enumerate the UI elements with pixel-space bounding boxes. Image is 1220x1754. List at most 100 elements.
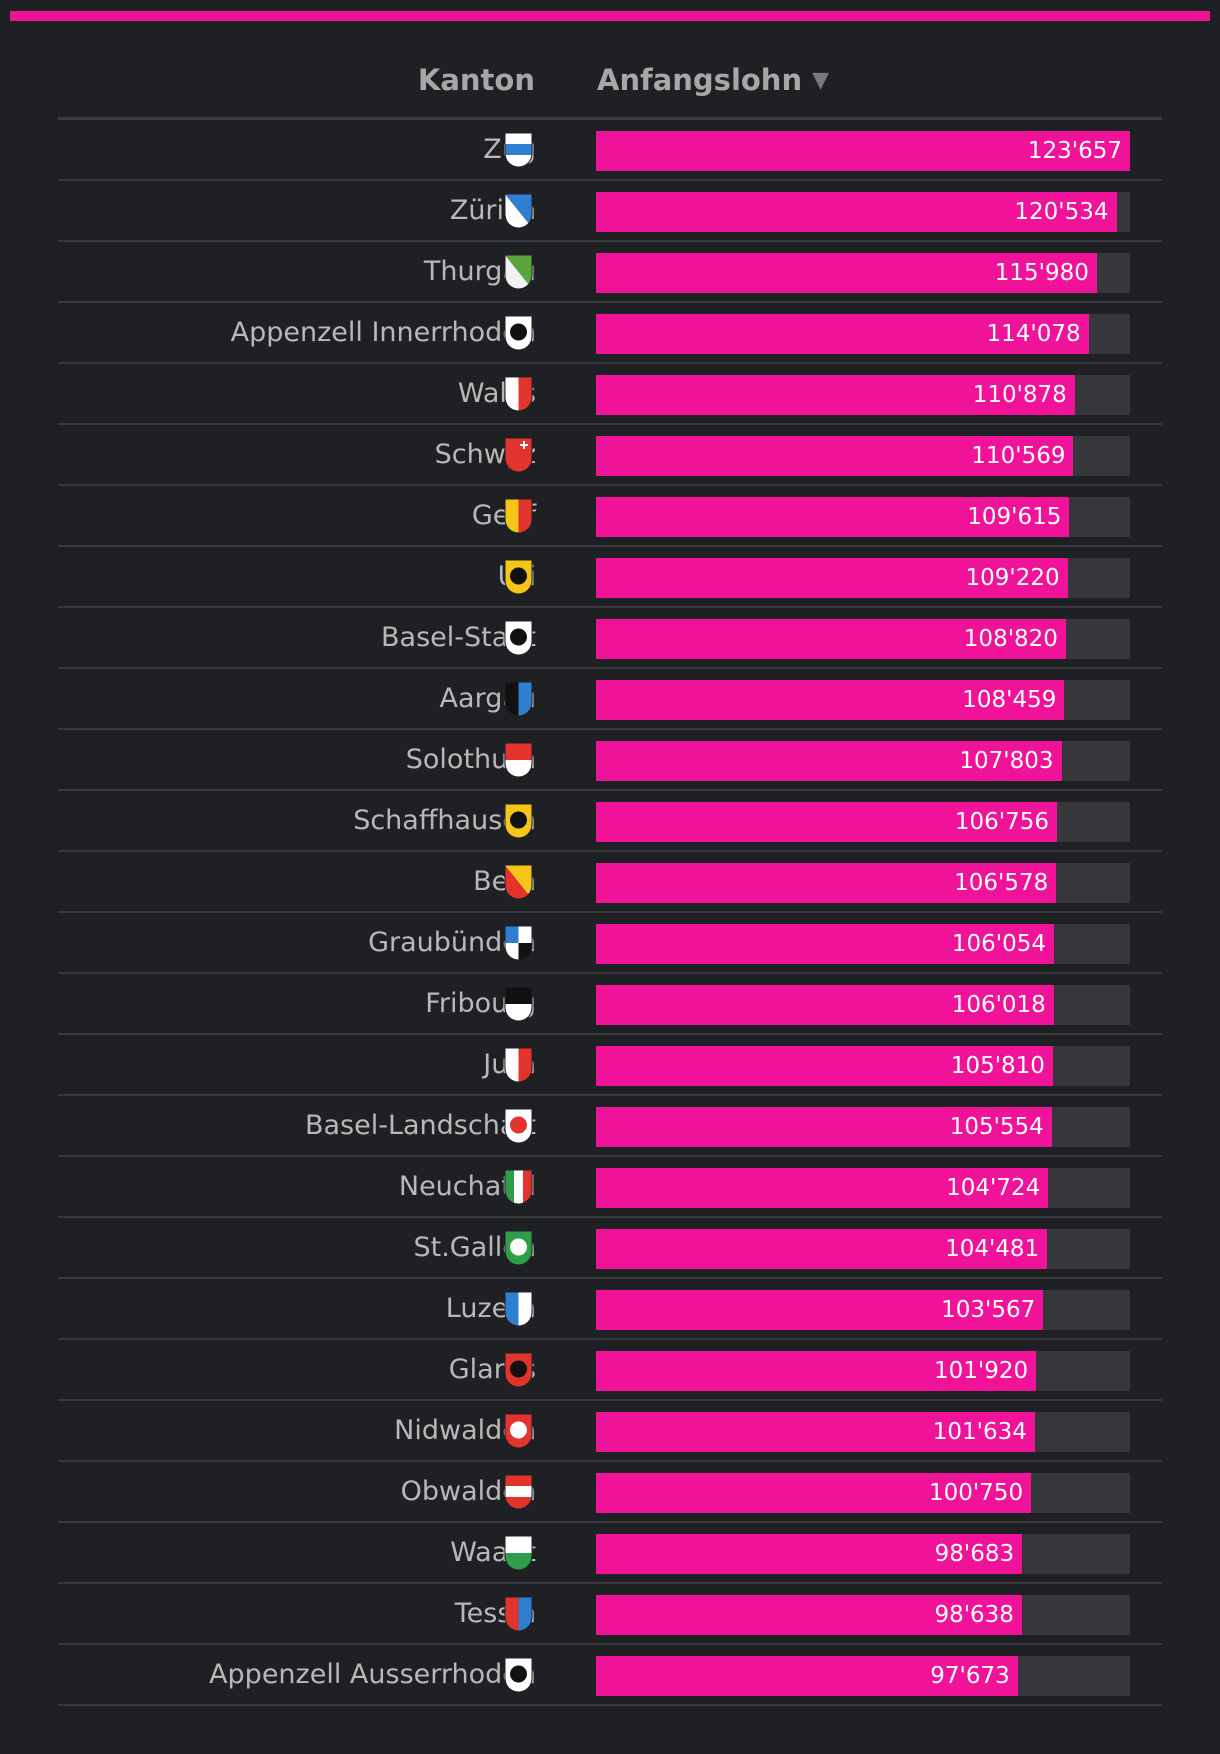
schwyz-shield-icon: [504, 437, 533, 473]
table-row: Schwyz 110'569: [58, 425, 1162, 486]
bar-track: 101'920: [596, 1351, 1130, 1391]
fribourg-shield-icon: [504, 986, 533, 1022]
table-row: Nidwalden 101'634: [58, 1401, 1162, 1462]
obwalden-shield-icon: [504, 1474, 533, 1510]
salary-value-label: 109'615: [967, 504, 1062, 530]
bar-track: 106'054: [596, 924, 1130, 964]
bar-track: 108'820: [596, 619, 1130, 659]
bar-track: 107'803: [596, 741, 1130, 781]
salary-value-label: 105'810: [950, 1053, 1045, 1079]
st-gallen-shield-icon: [504, 1230, 533, 1266]
salary-bar: 110'878: [596, 375, 1075, 415]
salary-bar: 105'810: [596, 1046, 1053, 1086]
salary-bar: 123'657: [596, 131, 1130, 171]
salary-bar: 110'569: [596, 436, 1074, 476]
salary-bar: 109'220: [596, 558, 1068, 598]
bar-track: 110'878: [596, 375, 1130, 415]
bar-track: 105'554: [596, 1107, 1130, 1147]
bar-track: 97'673: [596, 1656, 1130, 1696]
salary-value-label: 101'920: [934, 1358, 1029, 1384]
salary-bar: 97'673: [596, 1656, 1018, 1696]
table-row: Graubünden 106'054: [58, 913, 1162, 974]
basel-landschaft-shield-icon: [504, 1108, 533, 1144]
salary-bar: 103'567: [596, 1290, 1044, 1330]
salary-value-label: 110'569: [971, 443, 1066, 469]
bar-track: 100'750: [596, 1473, 1130, 1513]
salary-bar: 98'683: [596, 1534, 1023, 1574]
neuchatel-shield-icon: [504, 1169, 533, 1205]
nidwalden-shield-icon: [504, 1413, 533, 1449]
bar-track: 109'220: [596, 558, 1130, 598]
salary-value-label: 114'078: [986, 321, 1081, 347]
column-header-anfangslohn[interactable]: Anfangslohn ▼: [597, 63, 829, 97]
salary-value-label: 106'018: [951, 992, 1046, 1018]
bar-track: 109'615: [596, 497, 1130, 537]
salary-value-label: 120'534: [1014, 199, 1109, 225]
uri-shield-icon: [504, 559, 533, 595]
appenzell-ausserrhoden-shield-icon: [504, 1657, 533, 1693]
bar-track: 120'534: [596, 192, 1130, 232]
table-body: Zug123'657Zürich120'534Thurgau115'980App…: [58, 120, 1162, 1706]
salary-bar: 114'078: [596, 314, 1089, 354]
table-row: Obwalden 100'750: [58, 1462, 1162, 1523]
table-row: Appenzell Innerrhoden 114'078: [58, 303, 1162, 364]
bar-track: 110'569: [596, 436, 1130, 476]
salary-value-label: 101'634: [932, 1419, 1027, 1445]
kanton-name: Appenzell Ausserrhoden: [209, 1659, 536, 1690]
salary-value-label: 123'657: [1027, 138, 1122, 164]
jura-shield-icon: [504, 1047, 533, 1083]
luzern-shield-icon: [504, 1291, 533, 1327]
table-row: Waadt 98'683: [58, 1523, 1162, 1584]
table-row: Tessin 98'638: [58, 1584, 1162, 1645]
bar-track: 98'683: [596, 1534, 1130, 1574]
bar-track: 106'578: [596, 863, 1130, 903]
table-row: St.Gallen 104'481: [58, 1218, 1162, 1279]
tessin-shield-icon: [504, 1596, 533, 1632]
salary-value-label: 98'683: [934, 1541, 1015, 1567]
zurich-shield-icon: [504, 193, 533, 229]
bar-track: 115'980: [596, 253, 1130, 293]
salary-bar: 115'980: [596, 253, 1097, 293]
table-row: Bern 106'578: [58, 852, 1162, 913]
basel-stadt-shield-icon: [504, 620, 533, 656]
solothurn-shield-icon: [504, 742, 533, 778]
bar-track: 108'459: [596, 680, 1130, 720]
salary-value-label: 109'220: [965, 565, 1060, 591]
bar-track: 106'018: [596, 985, 1130, 1025]
table-row: Solothurn 107'803: [58, 730, 1162, 791]
table-row: Genf 109'615: [58, 486, 1162, 547]
table-row: Aargau 108'459: [58, 669, 1162, 730]
column-header-kanton[interactable]: Kanton: [417, 63, 535, 97]
bar-track: 114'078: [596, 314, 1130, 354]
graubuenden-shield-icon: [504, 925, 533, 961]
salary-table: Kanton Anfangslohn ▼ Zug123'657Zürich120'…: [58, 45, 1162, 1706]
table-row: Zug123'657: [58, 120, 1162, 181]
aargau-shield-icon: [504, 681, 533, 717]
schaffhausen-shield-icon: [504, 803, 533, 839]
salary-value-label: 100'750: [928, 1480, 1024, 1506]
salary-value-label: 104'481: [945, 1236, 1040, 1262]
table-row: Glarus 101'920: [58, 1340, 1162, 1401]
salary-bar: 109'615: [596, 497, 1070, 537]
bar-track: 101'634: [596, 1412, 1130, 1452]
salary-bar: 98'638: [596, 1595, 1022, 1635]
salary-value-label: 106'054: [951, 931, 1046, 957]
zug-shield-icon: [504, 132, 533, 168]
table-row: Basel-Landschaft 105'554: [58, 1096, 1162, 1157]
salary-bar: 106'054: [596, 924, 1054, 964]
table-row: Luzern 103'567: [58, 1279, 1162, 1340]
bern-shield-icon: [504, 864, 533, 900]
table-row: Neuchatel 104'724: [58, 1157, 1162, 1218]
table-row: Fribourg 106'018: [58, 974, 1162, 1035]
bar-track: 105'810: [596, 1046, 1130, 1086]
sort-desc-icon[interactable]: ▼: [812, 68, 830, 93]
salary-value-label: 105'554: [949, 1114, 1044, 1140]
salary-value-label: 106'578: [954, 870, 1049, 896]
salary-bar: 108'820: [596, 619, 1066, 659]
salary-bar: 104'724: [596, 1168, 1049, 1208]
table-row: Thurgau 115'980: [58, 242, 1162, 303]
salary-value-label: 98'638: [934, 1602, 1014, 1628]
table-row: Schaffhausen 106'756: [58, 791, 1162, 852]
salary-value-label: 106'756: [954, 809, 1049, 835]
bar-track: 98'638: [596, 1595, 1130, 1635]
